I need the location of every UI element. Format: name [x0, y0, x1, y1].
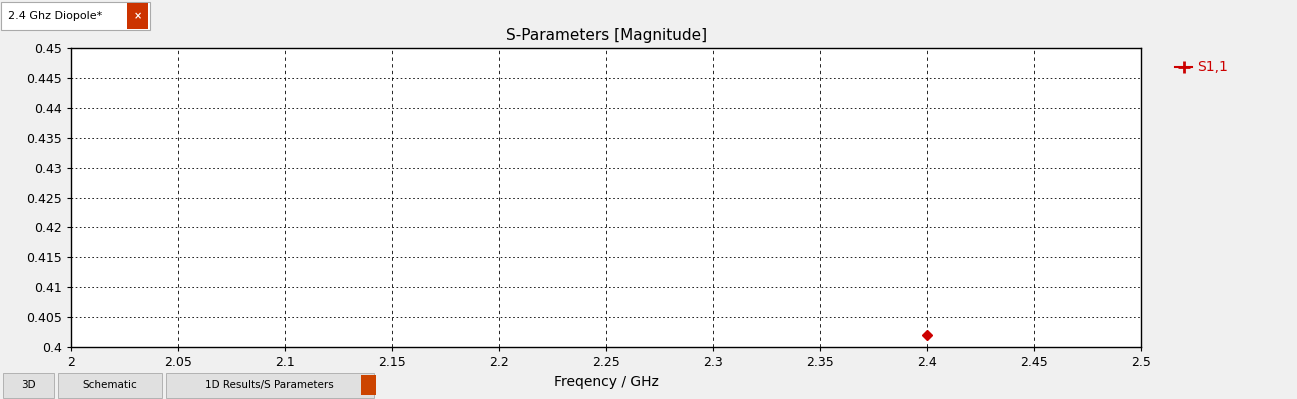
FancyBboxPatch shape [361, 375, 376, 395]
FancyBboxPatch shape [3, 373, 54, 397]
Legend: S1,1: S1,1 [1170, 55, 1233, 80]
FancyBboxPatch shape [1, 2, 150, 30]
FancyBboxPatch shape [127, 3, 148, 29]
Title: S-Parameters [Magnitude]: S-Parameters [Magnitude] [506, 28, 707, 43]
Text: Schematic: Schematic [83, 380, 137, 390]
FancyBboxPatch shape [166, 373, 374, 397]
FancyBboxPatch shape [58, 373, 162, 397]
Text: 2.4 Ghz Diopole*: 2.4 Ghz Diopole* [8, 11, 102, 21]
X-axis label: Freqency / GHz: Freqency / GHz [554, 375, 659, 389]
Text: 3D: 3D [21, 380, 36, 390]
Text: ×: × [134, 11, 141, 21]
Text: 1D Results/S Parameters: 1D Results/S Parameters [205, 380, 335, 390]
